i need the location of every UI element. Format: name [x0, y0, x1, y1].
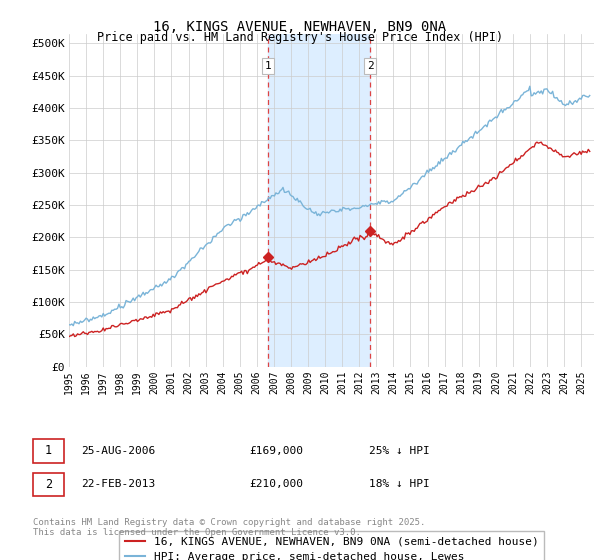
Text: £169,000: £169,000 [249, 446, 303, 456]
Text: 18% ↓ HPI: 18% ↓ HPI [369, 479, 430, 489]
Text: 22-FEB-2013: 22-FEB-2013 [81, 479, 155, 489]
Legend: 16, KINGS AVENUE, NEWHAVEN, BN9 0NA (semi-detached house), HPI: Average price, s: 16, KINGS AVENUE, NEWHAVEN, BN9 0NA (sem… [119, 531, 544, 560]
Text: 2: 2 [45, 478, 52, 491]
Text: Price paid vs. HM Land Registry's House Price Index (HPI): Price paid vs. HM Land Registry's House … [97, 31, 503, 44]
Text: 16, KINGS AVENUE, NEWHAVEN, BN9 0NA: 16, KINGS AVENUE, NEWHAVEN, BN9 0NA [154, 20, 446, 34]
Text: 1: 1 [265, 61, 271, 71]
Text: 25% ↓ HPI: 25% ↓ HPI [369, 446, 430, 456]
Text: 2: 2 [367, 61, 374, 71]
Bar [268, 34, 370, 367]
Text: £210,000: £210,000 [249, 479, 303, 489]
Text: Contains HM Land Registry data © Crown copyright and database right 2025.
This d: Contains HM Land Registry data © Crown c… [33, 518, 425, 538]
Text: 1: 1 [45, 444, 52, 458]
Text: 25-AUG-2006: 25-AUG-2006 [81, 446, 155, 456]
